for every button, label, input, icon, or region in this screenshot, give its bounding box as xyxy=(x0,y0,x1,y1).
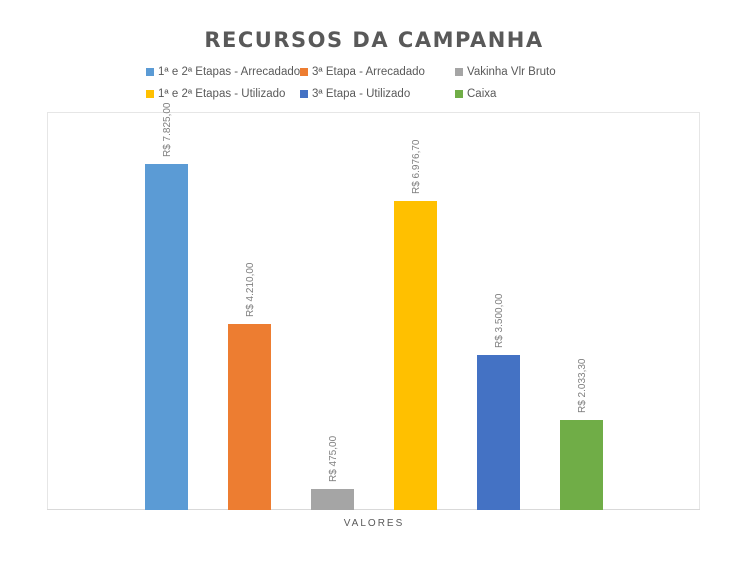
x-axis-line xyxy=(47,509,700,510)
legend-item: 3ª Etapa - Utilizado xyxy=(300,88,410,100)
data-label: R$ 2.033,30 xyxy=(576,358,588,414)
legend-swatch-icon xyxy=(455,68,463,76)
legend-label: Vakinha Vlr Bruto xyxy=(467,66,556,78)
legend-item: 3ª Etapa - Arrecadado xyxy=(300,66,425,78)
legend-swatch-icon xyxy=(146,90,154,98)
legend-swatch-icon xyxy=(300,90,308,98)
legend-label: Caixa xyxy=(467,88,497,100)
legend-swatch-icon xyxy=(146,68,154,76)
bar xyxy=(311,488,354,510)
legend-label: 3ª Etapa - Utilizado xyxy=(312,88,411,100)
data-label: R$ 3.500,00 xyxy=(493,293,505,349)
bar xyxy=(228,323,271,510)
bar xyxy=(145,163,188,510)
legend-item: Caixa xyxy=(455,88,496,100)
legend-label: 3ª Etapa - Arrecadado xyxy=(312,66,425,78)
legend-swatch-icon xyxy=(300,68,308,76)
data-label: R$ 4.210,00 xyxy=(244,262,256,317)
bar xyxy=(477,355,520,510)
x-axis-label: VALORES xyxy=(343,518,405,529)
legend-label: 1ª e 2ª Etapas - Arrecadado xyxy=(158,66,301,78)
legend-item: 1ª e 2ª Etapas - Arrecadado xyxy=(146,66,300,78)
legend-swatch-icon xyxy=(455,90,463,98)
bar xyxy=(394,201,437,510)
chart-title: RECURSOS DA CAMPANHA xyxy=(204,28,544,52)
data-label: R$ 7.825,00 xyxy=(161,102,173,157)
bar xyxy=(560,420,603,510)
data-label: R$ 6.976,70 xyxy=(410,139,422,195)
legend-item: 1ª e 2ª Etapas - Utilizado xyxy=(146,88,285,100)
legend-item: Vakinha Vlr Bruto xyxy=(455,66,556,78)
legend-label: 1ª e 2ª Etapas - Utilizado xyxy=(158,88,286,100)
data-label: R$ 475,00 xyxy=(327,435,339,482)
